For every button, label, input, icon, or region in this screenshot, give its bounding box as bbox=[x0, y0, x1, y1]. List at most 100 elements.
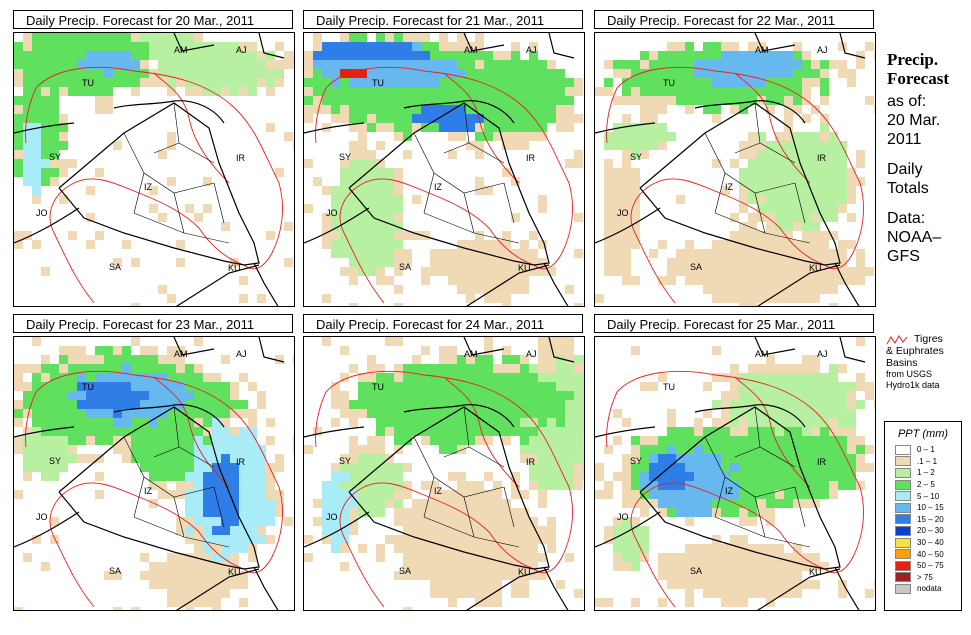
precip-cell bbox=[622, 69, 631, 78]
precip-cell bbox=[874, 580, 875, 589]
precip-cell bbox=[712, 418, 721, 427]
precip-cell bbox=[493, 598, 502, 607]
precip-cell bbox=[811, 159, 820, 168]
precip-cell bbox=[284, 60, 293, 69]
precip-cell bbox=[41, 177, 50, 186]
precip-cell bbox=[367, 240, 376, 249]
precip-cell bbox=[176, 553, 185, 562]
precip-cell bbox=[538, 204, 547, 213]
precip-cell bbox=[748, 490, 757, 499]
precip-cell bbox=[721, 544, 730, 553]
precip-cell bbox=[394, 168, 403, 177]
precip-cell bbox=[167, 132, 176, 141]
precip-cell bbox=[493, 364, 502, 373]
precip-cell bbox=[59, 391, 68, 400]
precip-cell bbox=[331, 204, 340, 213]
precip-cell bbox=[703, 445, 712, 454]
precip-cell bbox=[613, 213, 622, 222]
precip-cell bbox=[502, 87, 511, 96]
precip-cell bbox=[68, 51, 77, 60]
precip-cell bbox=[604, 267, 613, 276]
precip-cell bbox=[766, 472, 775, 481]
precip-cell bbox=[212, 535, 221, 544]
precip-cell bbox=[667, 481, 676, 490]
precip-cell bbox=[694, 60, 703, 69]
precip-cell bbox=[667, 436, 676, 445]
precip-cell bbox=[820, 409, 829, 418]
precip-cell bbox=[775, 240, 784, 249]
precip-cell bbox=[248, 382, 257, 391]
precip-cell bbox=[847, 195, 856, 204]
country-label-sy: SY bbox=[630, 456, 642, 466]
precip-cell bbox=[649, 454, 658, 463]
precip-cell bbox=[784, 78, 793, 87]
precip-cell bbox=[457, 267, 466, 276]
precip-cell bbox=[511, 177, 520, 186]
precip-cell bbox=[466, 526, 475, 535]
precip-cell bbox=[484, 391, 493, 400]
precip-cell bbox=[176, 445, 185, 454]
precip-cell bbox=[748, 78, 757, 87]
precip-cell bbox=[538, 571, 547, 580]
precip-cell bbox=[775, 472, 784, 481]
precip-cell bbox=[239, 490, 248, 499]
precip-cell bbox=[430, 562, 439, 571]
precip-cell bbox=[511, 472, 520, 481]
precip-cell bbox=[376, 276, 385, 285]
precip-cell bbox=[721, 499, 730, 508]
precip-cell bbox=[140, 436, 149, 445]
precip-cell bbox=[448, 526, 457, 535]
precip-cell bbox=[248, 508, 257, 517]
precip-cell bbox=[185, 589, 194, 598]
precip-cell bbox=[748, 571, 757, 580]
precip-cell bbox=[239, 436, 248, 445]
precip-cell bbox=[194, 364, 203, 373]
precip-cell bbox=[86, 60, 95, 69]
precip-cell bbox=[448, 445, 457, 454]
precip-cell bbox=[520, 427, 529, 436]
precip-cell bbox=[340, 42, 349, 51]
precip-cell bbox=[640, 490, 649, 499]
precip-cell bbox=[649, 105, 658, 114]
precip-cell bbox=[748, 409, 757, 418]
precip-cell bbox=[484, 267, 493, 276]
precip-cell bbox=[712, 553, 721, 562]
precip-cell bbox=[457, 240, 466, 249]
precip-cell bbox=[529, 535, 538, 544]
country-label-sa: SA bbox=[399, 566, 411, 576]
precip-cell bbox=[23, 168, 32, 177]
precip-cell bbox=[793, 294, 802, 303]
precip-cell bbox=[358, 195, 367, 204]
precip-cell bbox=[50, 472, 59, 481]
precip-cell bbox=[439, 418, 448, 427]
precip-cell bbox=[748, 544, 757, 553]
precip-cell bbox=[358, 463, 367, 472]
precip-cell bbox=[484, 114, 493, 123]
precip-cell bbox=[802, 60, 811, 69]
precip-cell bbox=[502, 535, 511, 544]
precip-cell bbox=[376, 418, 385, 427]
precip-cell bbox=[538, 195, 547, 204]
precip-cell bbox=[811, 391, 820, 400]
precip-cell bbox=[604, 177, 613, 186]
precip-cell bbox=[439, 508, 448, 517]
precip-cell bbox=[421, 42, 430, 51]
province-lines bbox=[123, 406, 230, 548]
precip-cell bbox=[394, 105, 403, 114]
precip-cell bbox=[230, 51, 239, 60]
precip-cell bbox=[829, 373, 838, 382]
country-label-ku: KU bbox=[518, 567, 531, 577]
precip-cell bbox=[149, 481, 158, 490]
precip-cell bbox=[430, 51, 439, 60]
precip-cell bbox=[239, 60, 248, 69]
precip-cell bbox=[131, 258, 140, 267]
legend-label: 50 – 75 bbox=[917, 561, 944, 571]
precip-cell bbox=[77, 454, 86, 463]
precip-cell bbox=[421, 382, 430, 391]
precip-cell bbox=[484, 535, 493, 544]
precip-cell bbox=[248, 481, 257, 490]
precip-cell bbox=[556, 427, 565, 436]
precip-cell bbox=[748, 553, 757, 562]
precip-cell bbox=[194, 436, 203, 445]
precip-cell bbox=[439, 267, 448, 276]
